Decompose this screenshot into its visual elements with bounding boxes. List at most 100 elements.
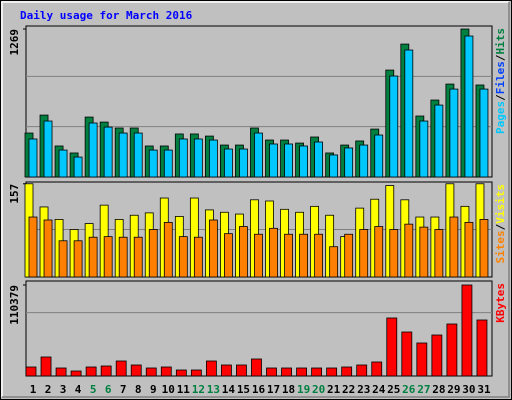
bar bbox=[281, 367, 292, 377]
bar bbox=[193, 236, 203, 278]
bar bbox=[416, 342, 428, 377]
bar bbox=[100, 365, 112, 377]
bar bbox=[103, 126, 113, 178]
x-tick-label: 1 bbox=[30, 383, 37, 396]
x-tick-label: 19 bbox=[297, 383, 310, 396]
bar bbox=[103, 236, 113, 278]
bar bbox=[476, 319, 488, 377]
x-tick-label: 6 bbox=[105, 383, 112, 396]
legend-entry: KBytes bbox=[494, 283, 507, 323]
bar bbox=[341, 366, 353, 377]
legend-separator: / bbox=[494, 223, 507, 230]
bar bbox=[269, 227, 278, 278]
bar bbox=[239, 226, 248, 278]
x-tick-label: 3 bbox=[60, 383, 67, 396]
bar bbox=[386, 317, 398, 377]
x-tick-label: 9 bbox=[150, 383, 157, 396]
bar bbox=[434, 104, 444, 178]
x-tick-label: 22 bbox=[342, 383, 355, 396]
legend: KBytes bbox=[494, 283, 507, 323]
x-tick-label: 7 bbox=[120, 383, 127, 396]
x-tick-label: 29 bbox=[447, 383, 460, 396]
bar bbox=[133, 236, 143, 278]
bar bbox=[205, 360, 217, 377]
bar bbox=[449, 216, 459, 278]
x-tick-label: 2 bbox=[45, 383, 52, 396]
bar bbox=[314, 233, 324, 278]
bar bbox=[446, 323, 458, 377]
bar bbox=[404, 49, 414, 178]
bar bbox=[329, 246, 339, 278]
bar bbox=[479, 219, 489, 278]
x-tick-label: 5 bbox=[90, 383, 97, 396]
y-tick-label: 110379 bbox=[8, 285, 21, 325]
bar bbox=[55, 367, 67, 377]
bar bbox=[43, 120, 53, 178]
bar bbox=[374, 134, 384, 178]
bar bbox=[431, 334, 443, 377]
bar bbox=[254, 233, 263, 278]
bar bbox=[359, 144, 369, 178]
bar bbox=[73, 240, 83, 278]
legend-separator: / bbox=[494, 94, 507, 101]
bar bbox=[284, 233, 293, 278]
legend-entry: Visits bbox=[494, 184, 507, 224]
bar bbox=[296, 367, 307, 377]
bar bbox=[148, 229, 158, 278]
bar bbox=[266, 367, 277, 377]
x-tick-label: 27 bbox=[417, 383, 430, 396]
x-tick-label: 14 bbox=[222, 383, 236, 396]
bar bbox=[479, 88, 489, 178]
bar bbox=[299, 145, 308, 178]
x-tick-label: 25 bbox=[387, 383, 400, 396]
x-tick-label: 20 bbox=[312, 383, 325, 396]
bar bbox=[163, 221, 173, 278]
x-tick-label: 31 bbox=[477, 383, 491, 396]
bar bbox=[40, 356, 52, 377]
x-tick-label: 18 bbox=[282, 383, 295, 396]
bar bbox=[371, 361, 383, 377]
bar bbox=[311, 367, 323, 377]
x-tick-label: 21 bbox=[327, 383, 341, 396]
bar bbox=[434, 229, 444, 278]
bar bbox=[344, 233, 354, 278]
x-tick-label: 10 bbox=[162, 383, 175, 396]
x-tick-label: 30 bbox=[462, 383, 475, 396]
bar bbox=[344, 147, 354, 178]
x-tick-label: 15 bbox=[237, 383, 250, 396]
legend-separator: / bbox=[494, 54, 507, 61]
bar bbox=[43, 219, 53, 278]
bar bbox=[25, 366, 37, 377]
x-tick-label: 24 bbox=[372, 383, 386, 396]
bar bbox=[239, 148, 248, 178]
bar bbox=[193, 138, 203, 178]
bar bbox=[88, 236, 98, 278]
x-tick-label: 4 bbox=[75, 383, 82, 396]
bar bbox=[148, 149, 158, 178]
bar bbox=[449, 88, 459, 178]
bar bbox=[464, 35, 474, 178]
bar bbox=[326, 367, 338, 377]
bar bbox=[190, 369, 202, 377]
bar bbox=[419, 120, 429, 178]
legend-entry: Hits bbox=[494, 28, 507, 55]
bar bbox=[284, 143, 293, 178]
legend: Sites/Visits bbox=[494, 184, 507, 264]
bar bbox=[356, 364, 368, 377]
bar bbox=[70, 370, 82, 377]
bar bbox=[118, 236, 128, 278]
bar bbox=[461, 284, 473, 377]
bar bbox=[251, 358, 262, 377]
x-tick-label: 23 bbox=[357, 383, 370, 396]
x-tick-label: 17 bbox=[267, 383, 280, 396]
bar bbox=[175, 369, 187, 377]
bar bbox=[58, 240, 68, 278]
bar bbox=[115, 360, 127, 377]
bar bbox=[58, 149, 68, 178]
bar bbox=[28, 138, 38, 178]
x-tick-label: 16 bbox=[252, 383, 266, 396]
bar bbox=[160, 366, 172, 377]
legend-entry: Sites bbox=[494, 230, 507, 263]
